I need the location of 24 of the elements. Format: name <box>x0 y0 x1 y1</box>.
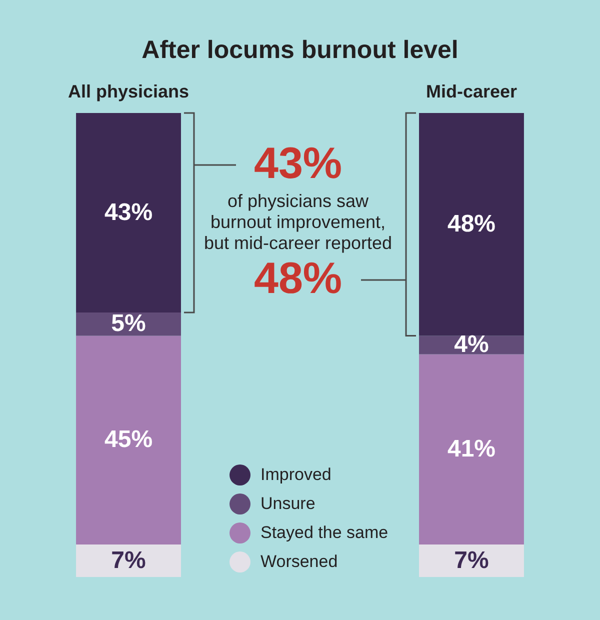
data-label: 5% <box>111 310 146 338</box>
data-label: 41% <box>447 435 496 462</box>
data-label: 43% <box>104 198 153 226</box>
data-label: 7% <box>454 546 489 574</box>
legend-label: Unsure <box>260 494 316 513</box>
bar <box>76 336 181 545</box>
x-tick-label: Mid-career <box>426 82 518 102</box>
data-label: 7% <box>111 546 146 574</box>
bar <box>419 113 524 336</box>
legend-label: Stayed the same <box>260 523 388 542</box>
annotation: 48% <box>254 254 342 303</box>
x-tick-label: All physicians <box>68 82 190 102</box>
bar <box>419 354 524 545</box>
bar <box>419 544 524 577</box>
annotation: 43% <box>254 139 342 188</box>
annotation: of physicians saw burnout improvement, but mid-career reported <box>204 191 392 253</box>
data-label: 4% <box>454 331 489 358</box>
bar <box>76 544 181 577</box>
data-label: 45% <box>104 426 153 454</box>
legend-label: Worsened <box>260 552 338 571</box>
data-label: 48% <box>447 210 496 238</box>
bar <box>76 113 181 313</box>
chart-title: After locums burnout level <box>142 36 458 64</box>
legend-label: Improved <box>260 465 332 484</box>
